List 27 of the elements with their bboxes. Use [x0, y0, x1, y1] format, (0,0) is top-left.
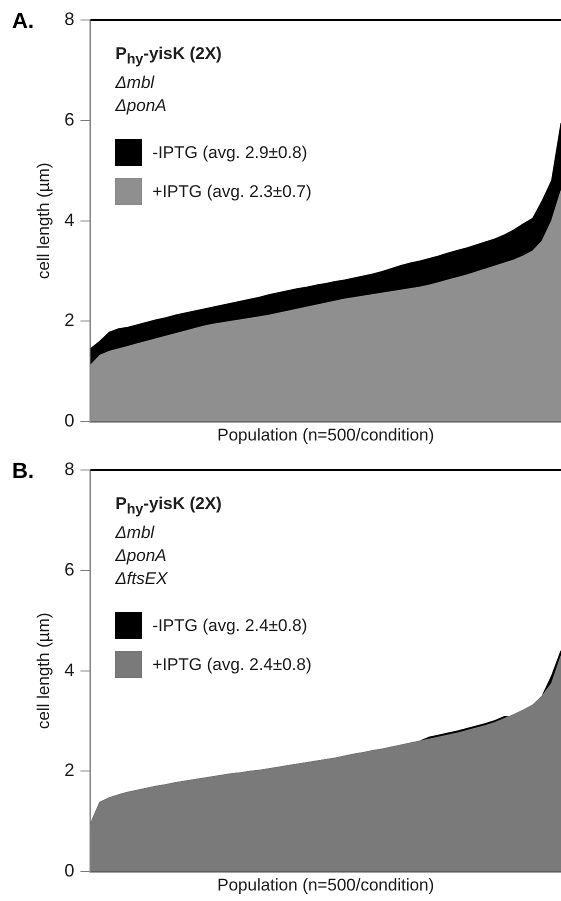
legend-label: +IPTG (avg. 2.4±0.8) [152, 654, 312, 675]
y-axis-title: cell length (µm) [34, 162, 53, 280]
annotation: P$_{hy}$-yisK (2X) [115, 493, 223, 520]
chart-title: B. [12, 458, 34, 484]
y-tick-label: 0 [64, 410, 74, 431]
y-tick-label: 0 [64, 860, 74, 881]
y-axis-title: cell length (µm) [34, 612, 53, 730]
y-tick-label: 6 [64, 559, 74, 580]
y-tick-label: 8 [64, 458, 74, 479]
annotation: ΔftsEX [115, 568, 169, 590]
annotation: Δmbl [115, 72, 156, 94]
y-tick-label: 4 [64, 660, 74, 680]
y-tick-label: 2 [64, 760, 74, 780]
y-tick-label: 2 [64, 310, 74, 330]
x-axis-title: Population (n=500/condition) [217, 425, 434, 444]
annotation: ΔponA [115, 545, 168, 568]
legend-label: -IPTG (avg. 2.9±0.8) [152, 142, 308, 163]
legend-label: -IPTG (avg. 2.4±0.8) [152, 616, 308, 636]
annotation: P$_{hy}$-yisK (2X) [115, 43, 223, 70]
chart-title: A. [12, 8, 34, 34]
annotation: ΔponA [115, 95, 168, 118]
x-axis-title: Population (n=500/condition) [217, 875, 434, 894]
y-tick-label: 6 [64, 109, 74, 130]
y-tick-label: 4 [64, 210, 74, 230]
y-tick-label: 8 [64, 8, 74, 29]
annotation: Δmbl [115, 522, 156, 544]
legend-label: +IPTG (avg. 2.3±0.7) [152, 182, 312, 202]
